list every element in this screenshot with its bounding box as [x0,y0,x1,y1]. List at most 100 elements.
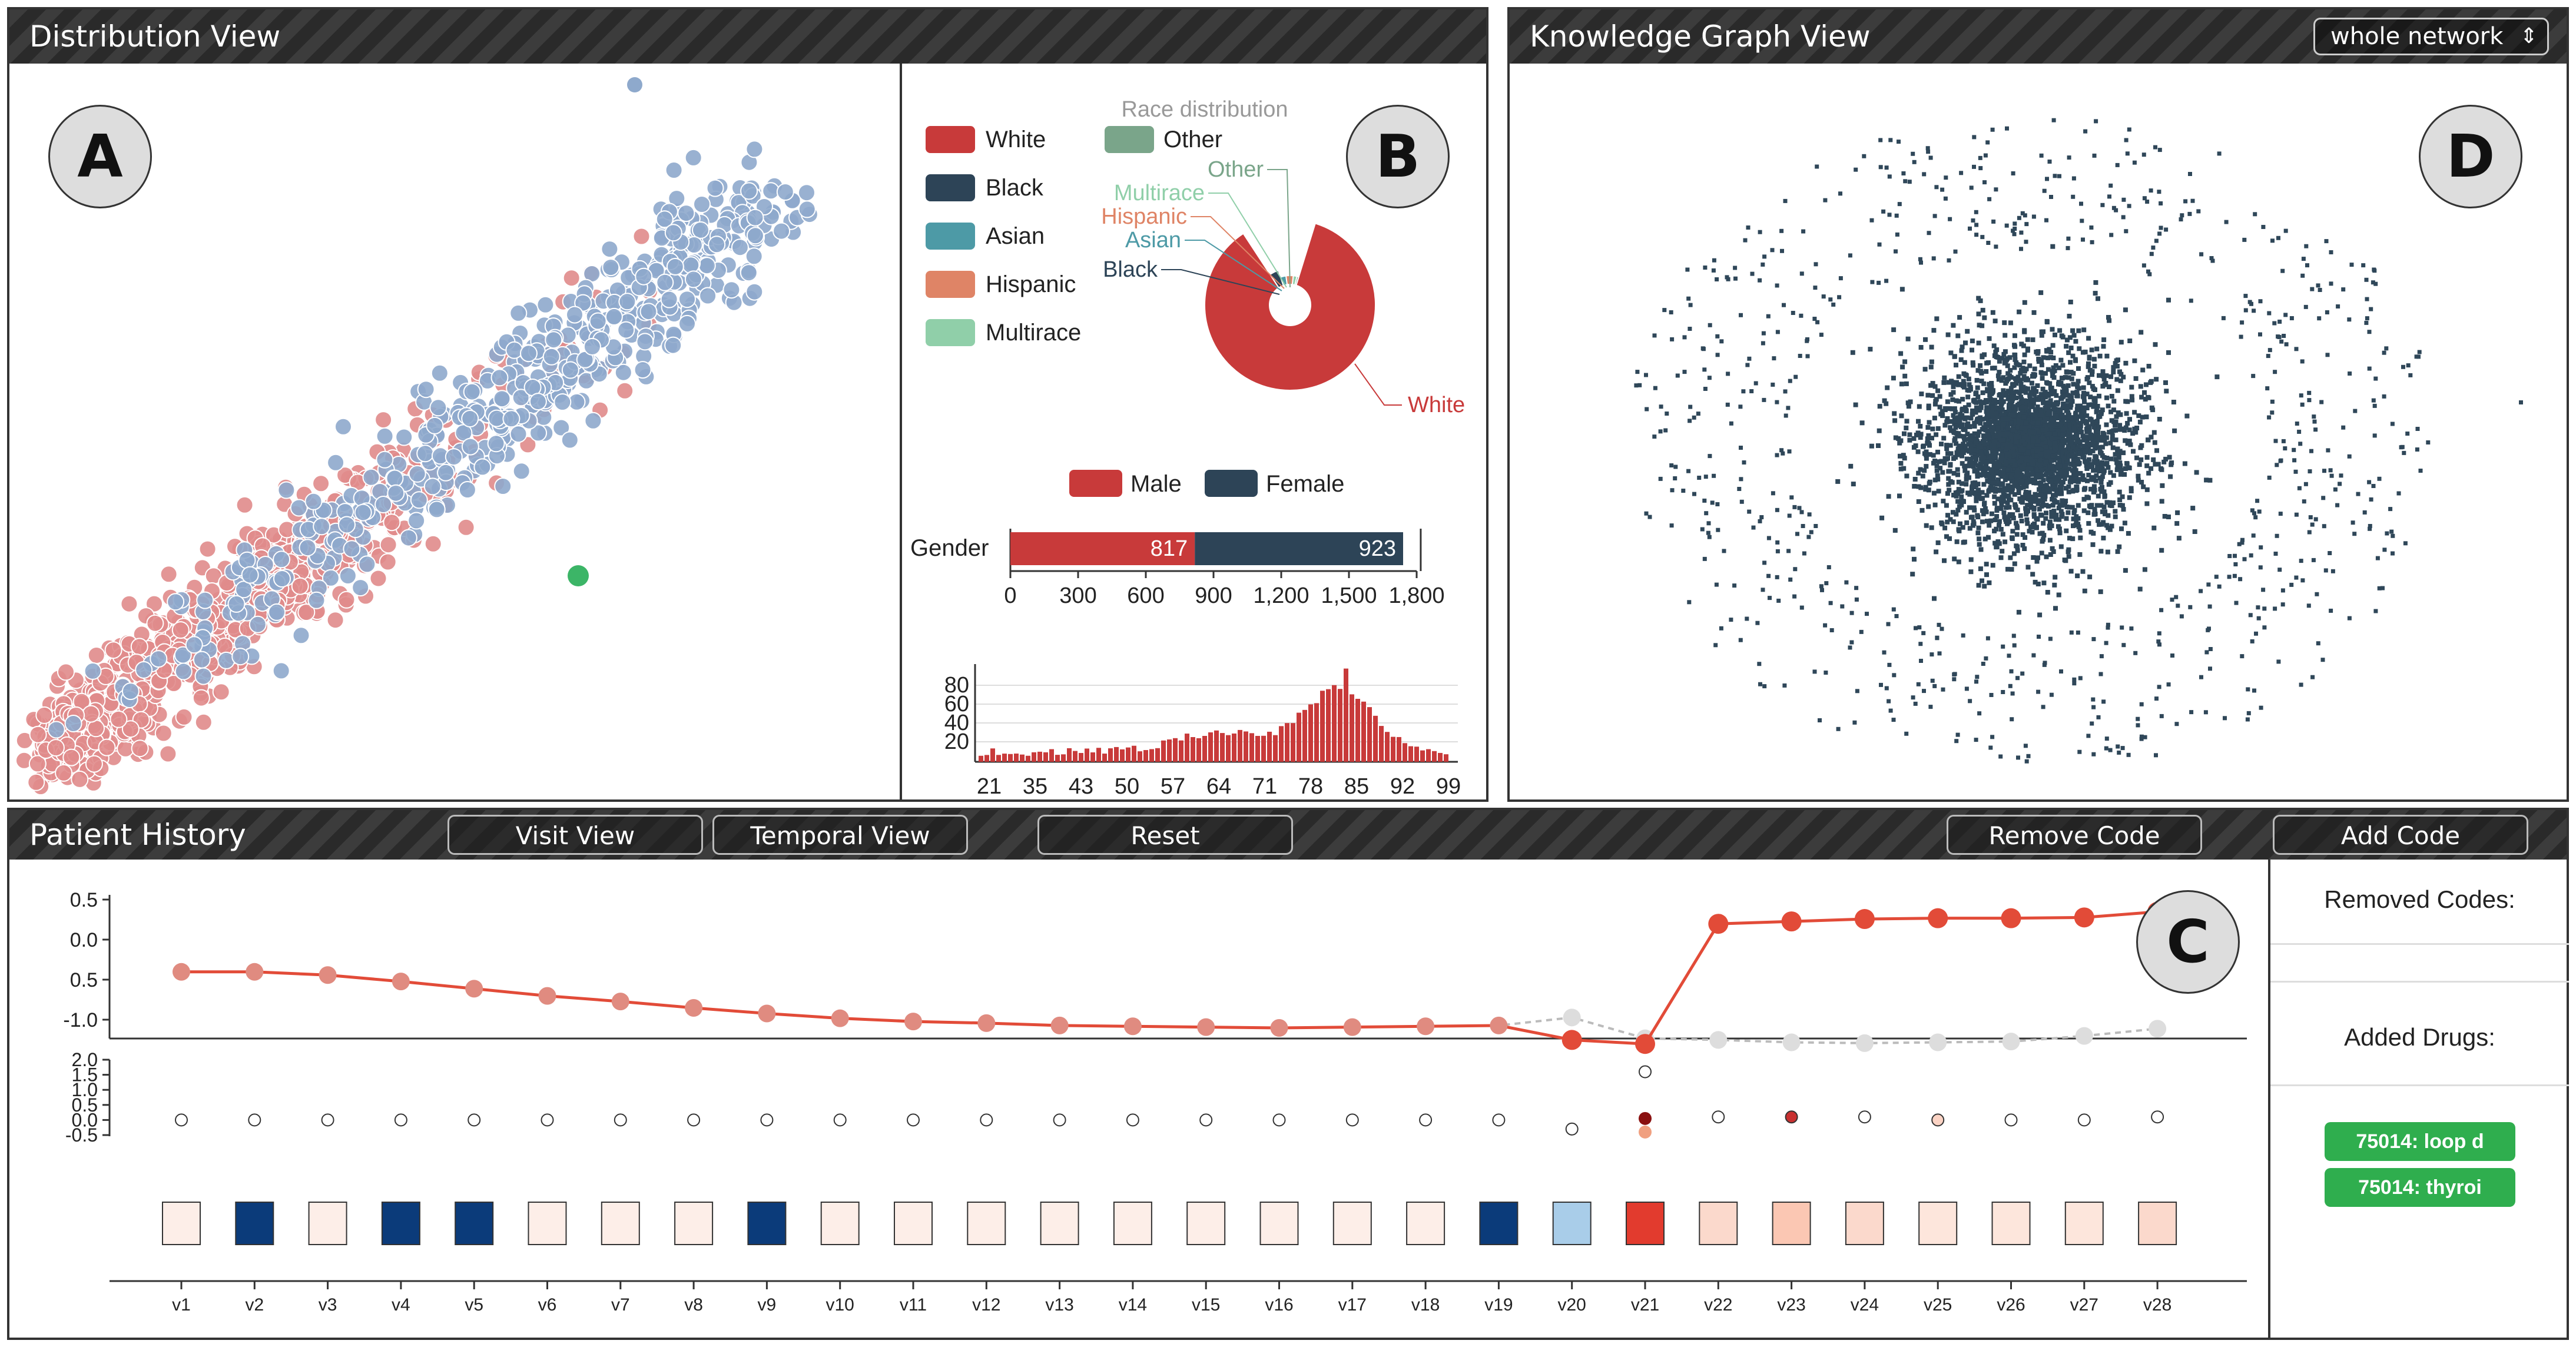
graph-node[interactable] [2149,466,2154,471]
graph-node[interactable] [2011,430,2016,436]
graph-node[interactable] [2100,444,2105,450]
graph-node[interactable] [2025,503,2030,508]
graph-node[interactable] [1980,578,1984,583]
graph-node[interactable] [1946,476,1951,481]
graph-node[interactable] [2015,466,2021,472]
graph-node[interactable] [2111,370,2116,374]
graph-node[interactable] [2017,363,2023,368]
graph-node[interactable] [2101,535,2106,540]
scatter-point[interactable] [299,539,317,557]
graph-node[interactable] [2001,437,2006,443]
graph-node[interactable] [2038,392,2044,397]
graph-node[interactable] [2148,380,2153,385]
graph-node[interactable] [1923,337,1928,342]
scatter-point[interactable] [493,390,511,408]
graph-node[interactable] [1945,399,1950,404]
graph-node[interactable] [1956,415,1961,420]
graph-node[interactable] [1974,405,1979,410]
graph-node[interactable] [1992,467,1998,472]
graph-node[interactable] [1937,394,1942,399]
graph-node[interactable] [1988,458,1994,463]
graph-node[interactable] [2015,374,2021,380]
scatter-point[interactable] [87,646,105,664]
graph-node[interactable] [2127,417,2132,422]
graph-node[interactable] [2101,455,2107,460]
graph-node[interactable] [2060,442,2065,447]
scatter-point[interactable] [461,437,479,456]
graph-node[interactable] [1916,470,1921,476]
graph-node[interactable] [2064,406,2070,412]
graph-node[interactable] [2123,466,2128,471]
graph-node[interactable] [2010,536,2015,541]
graph-node[interactable] [2030,403,2035,408]
scatter-point[interactable] [268,603,286,621]
graph-node[interactable] [2068,475,2073,480]
graph-node[interactable] [2013,453,2018,458]
graph-node[interactable] [2010,529,2015,534]
graph-node[interactable] [2062,416,2067,421]
graph-node[interactable] [1994,545,1999,550]
graph-node[interactable] [2153,462,2158,467]
graph-node[interactable] [2060,427,2066,432]
graph-node[interactable] [1980,508,1985,513]
graph-node[interactable] [1964,510,1969,515]
graph-node[interactable] [1929,436,1934,441]
graph-node[interactable] [1998,414,2003,419]
graph-node[interactable] [2031,447,2036,452]
graph-node[interactable] [2116,455,2121,460]
graph-node[interactable] [1992,540,1998,546]
graph-node[interactable] [1956,374,1961,379]
scatter-point[interactable] [636,333,654,351]
graph-node[interactable] [1934,468,1940,473]
graph-node[interactable] [2117,369,2122,374]
graph-node[interactable] [2123,425,2129,430]
graph-node[interactable] [2062,405,2067,410]
graph-node[interactable] [2071,381,2076,387]
graph-node[interactable] [2022,328,2027,333]
graph-node[interactable] [2062,421,2067,426]
graph-node[interactable] [2077,346,2082,351]
scatter-point[interactable] [458,481,476,499]
graph-node[interactable] [2116,412,2121,417]
graph-node[interactable] [1898,461,1904,466]
graph-node[interactable] [1973,410,1978,415]
graph-node[interactable] [2056,592,2061,598]
graph-node[interactable] [2023,377,2028,383]
graph-node[interactable] [2073,358,2078,363]
graph-node[interactable] [2146,437,2151,443]
graph-node[interactable] [2143,397,2148,402]
graph-node[interactable] [1991,397,1997,403]
graph-node[interactable] [1971,519,1976,525]
graph-node[interactable] [2084,466,2090,471]
graph-node[interactable] [2066,549,2071,555]
graph-node[interactable] [2204,477,2209,483]
graph-node[interactable] [1988,467,1994,472]
scatter-point[interactable] [374,496,393,513]
graph-node[interactable] [1961,434,1966,439]
graph-node[interactable] [1958,521,1962,526]
graph-node[interactable] [2117,427,2123,432]
graph-node[interactable] [2025,386,2030,392]
graph-node[interactable] [2052,499,2057,504]
hist-bar[interactable] [1255,735,1260,762]
scatter-point[interactable] [627,77,642,92]
scatter-point[interactable] [664,336,682,354]
gender-bar-female[interactable] [1195,532,1403,565]
graph-node[interactable] [1987,408,1992,413]
hist-bar[interactable] [1108,748,1113,762]
graph-node[interactable] [2070,328,2076,333]
scatter-point[interactable] [379,536,397,554]
graph-node[interactable] [2043,440,2047,445]
graph-node[interactable] [1991,416,1996,421]
graph-node[interactable] [2050,343,2056,348]
graph-node[interactable] [1940,413,1945,419]
graph-node[interactable] [1904,425,1909,430]
graph-node[interactable] [2127,465,2132,470]
graph-node[interactable] [2040,460,2045,465]
scatter-point[interactable] [502,410,520,428]
graph-node[interactable] [1941,499,1946,504]
hist-bar[interactable] [1403,743,1407,762]
graph-node[interactable] [2139,394,2144,400]
graph-node[interactable] [2013,406,2018,412]
graph-node[interactable] [2040,539,2045,544]
